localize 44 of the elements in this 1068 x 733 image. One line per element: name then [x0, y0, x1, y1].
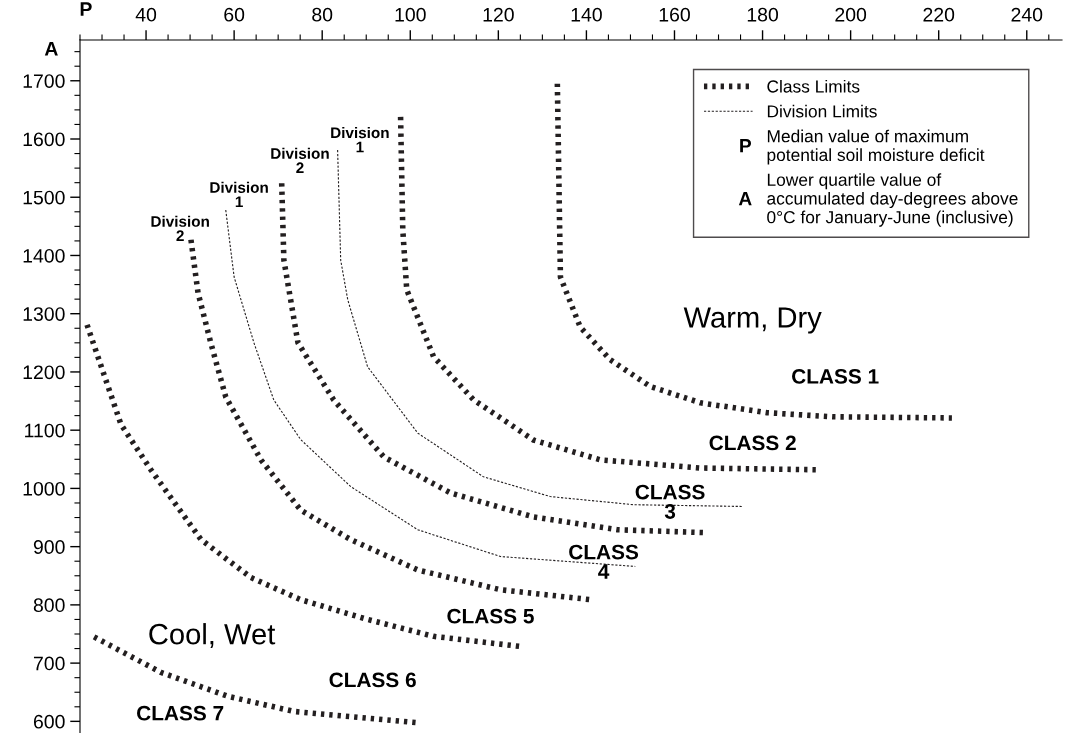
annotation: CLASS 7 [137, 705, 224, 721]
x-tick-label: 100 [395, 7, 426, 22]
annotation: CLASS 2 [709, 435, 796, 451]
annotation: Division 2 [271, 147, 329, 174]
y-axis-title: A [738, 191, 752, 206]
x-tick-label: 240 [1011, 7, 1043, 22]
x-tick-label: 120 [483, 7, 514, 22]
y-tick-label: 700 [33, 656, 65, 671]
x-tick-label: 180 [747, 7, 779, 22]
annotation: CLASS 4 [569, 544, 639, 579]
annotation: Division 1 [210, 181, 268, 207]
legend-label: Class Limits [767, 79, 860, 93]
annotation: CLASS 3 [635, 484, 705, 519]
y-tick-label: 600 [33, 714, 65, 729]
x-axis-title: P [740, 139, 752, 153]
annotation: Division 1 [331, 126, 389, 153]
x-tick-label: 220 [923, 7, 955, 22]
annotation: CLASS 6 [329, 672, 416, 688]
y-tick-label: 1200 [23, 365, 65, 380]
x-tick-label: 140 [571, 7, 602, 22]
annotation: Warm, Dry [683, 307, 822, 334]
y-tick-label: 800 [33, 598, 65, 613]
annotation: Median value of maximum potential soil moisture deficit [767, 129, 985, 165]
y-tick-label: 900 [33, 540, 65, 554]
legend-label: Division Limits [767, 104, 877, 118]
y-tick-label: 1100 [25, 423, 65, 438]
text: P [80, 2, 92, 16]
y-tick-label: 1500 [23, 190, 65, 205]
x-tick-label: 40 [135, 7, 157, 22]
annotation: Lower quartile value of accumulated day-degrees above 0°C for January-June (inclusive) [767, 173, 1018, 227]
annotation: Division 2 [151, 215, 209, 241]
text: A [44, 42, 58, 56]
x-tick-label: 160 [659, 7, 690, 22]
y-tick-label: 1400 [23, 248, 65, 263]
annotation: Cool, Wet [149, 623, 276, 648]
y-tick-label: 1700 [23, 74, 65, 88]
x-tick-label: 80 [312, 7, 333, 22]
x-tick-label: 200 [835, 7, 867, 22]
x-tick-label: 60 [224, 7, 245, 22]
y-tick-label: 1000 [23, 481, 65, 496]
annotation: CLASS 1 [792, 369, 879, 384]
y-tick-label: 1300 [23, 307, 65, 321]
annotation: CLASS 5 [447, 608, 534, 624]
y-tick-label: 1600 [23, 132, 65, 147]
